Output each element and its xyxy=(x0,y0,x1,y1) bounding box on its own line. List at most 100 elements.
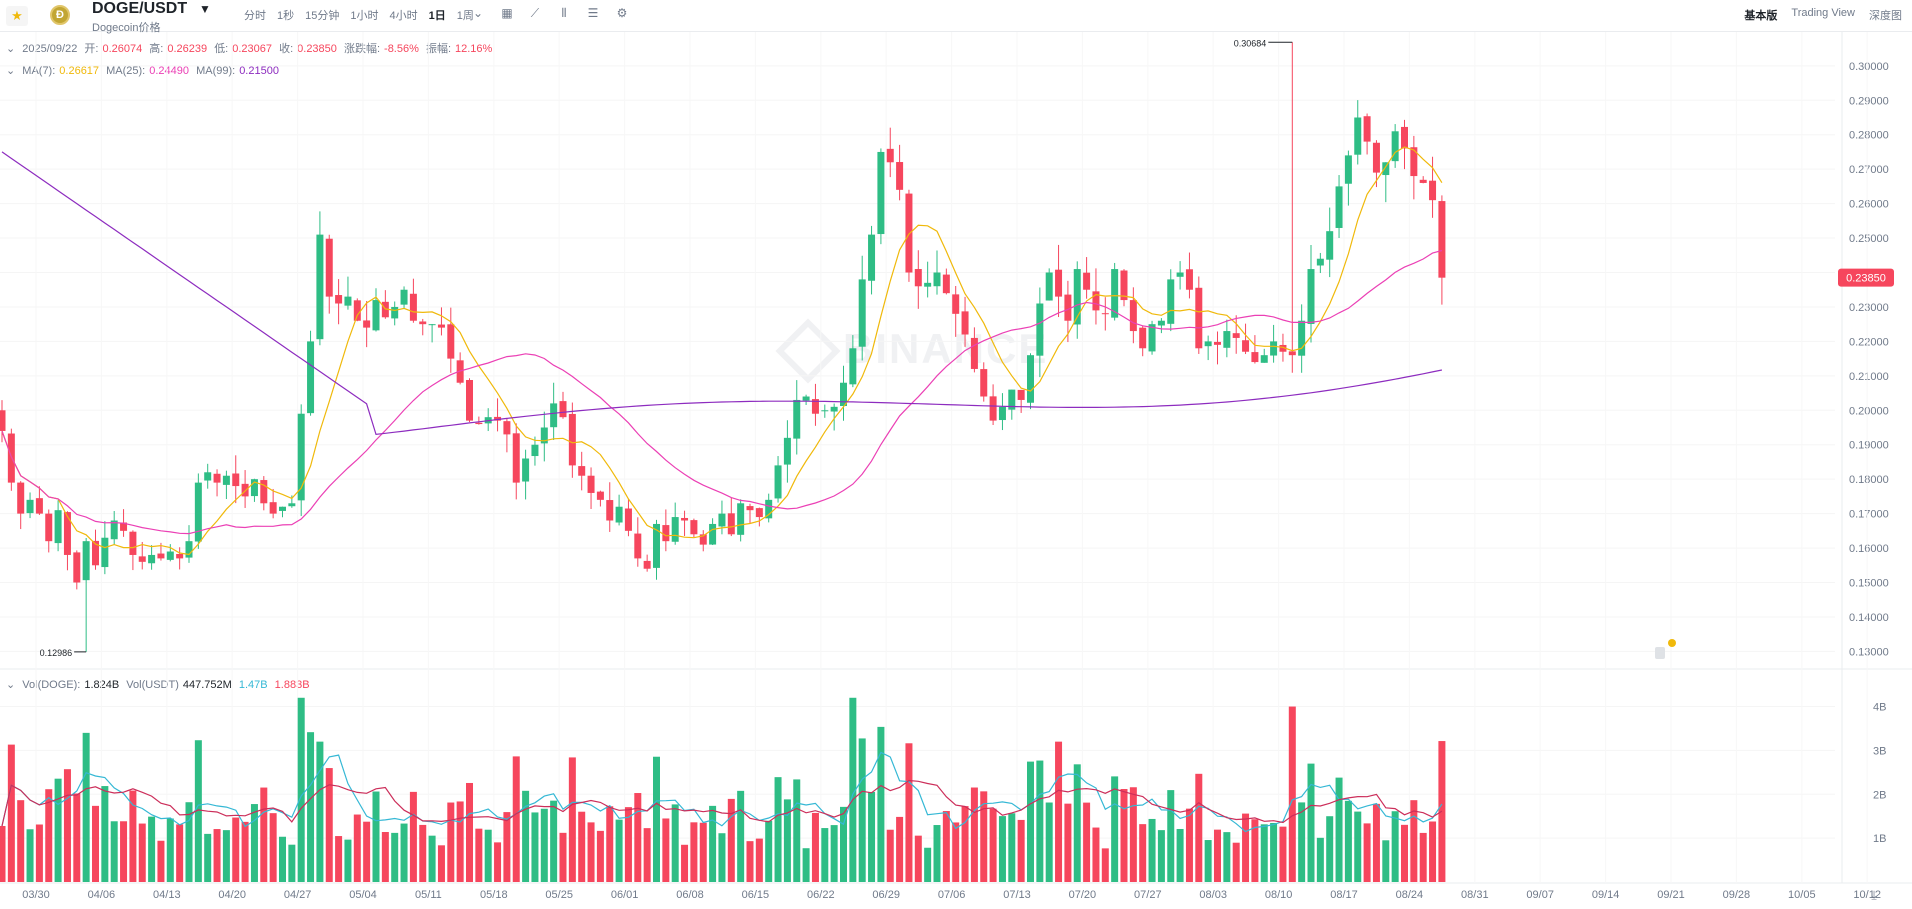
candle-body xyxy=(120,522,128,531)
ma99-label: MA(99): xyxy=(196,65,236,77)
interval-tab[interactable]: 1小时 xyxy=(350,10,379,22)
volume-bar xyxy=(699,822,707,882)
favorite-star-icon[interactable]: ★ xyxy=(6,6,28,26)
date-tick-label: 09/14 xyxy=(1592,889,1620,901)
ohlc-change: -8.56% xyxy=(384,43,419,55)
volume-ma2-line xyxy=(1,779,1443,827)
candle-body xyxy=(213,473,221,483)
volume-bar xyxy=(35,824,43,882)
volume-bar xyxy=(148,816,156,882)
candle-body xyxy=(746,506,754,511)
interval-tab[interactable]: 15分钟 xyxy=(305,10,340,22)
candle-body xyxy=(1139,327,1147,349)
candle-body xyxy=(157,553,165,559)
interval-tab-active[interactable]: 1日 xyxy=(428,10,446,22)
volume-bar xyxy=(1251,819,1259,882)
volume-bar xyxy=(1326,816,1334,882)
candle-body xyxy=(793,399,801,439)
candle-body xyxy=(998,406,1006,421)
view-depth[interactable]: 深度图 xyxy=(1869,10,1902,22)
date-tick-label: 07/06 xyxy=(938,889,966,901)
price-tick-label: 0.25000 xyxy=(1849,233,1889,245)
ohlc-low-label: 低: xyxy=(214,43,229,55)
candle-body xyxy=(1288,351,1296,356)
candle-body xyxy=(1101,313,1109,315)
collapse-chevron-icon[interactable]: ⌄ xyxy=(6,679,16,691)
volume-bar xyxy=(176,824,184,882)
volume-bar xyxy=(288,844,296,882)
volume-bar xyxy=(793,779,801,882)
volume-bar xyxy=(1242,813,1250,882)
more-intervals-chevron-icon[interactable]: ⌄ xyxy=(472,6,484,20)
volume-bar xyxy=(1223,832,1231,882)
interval-tab[interactable]: 1周 xyxy=(456,10,474,22)
candle-body xyxy=(409,293,417,321)
volume-bar xyxy=(1036,760,1044,882)
indicators-icon[interactable]: ☰ xyxy=(587,6,599,20)
volume-bar xyxy=(1083,802,1091,882)
date-tick-label: 09/21 xyxy=(1657,889,1685,901)
chart-type-icon[interactable]: ⟋ xyxy=(530,6,540,20)
volume-bar xyxy=(110,821,118,882)
ohlc-close: 0.23850 xyxy=(297,43,337,55)
candle-body xyxy=(54,510,62,544)
interval-tab[interactable]: 分时 xyxy=(244,10,266,22)
volume-tick-label: 4B xyxy=(1873,702,1886,714)
volume-bar xyxy=(17,800,25,882)
top-toolbar: ★ Ð DOGE/USDT ▼ Dogecoin价格 分时 1秒 15分钟 1小… xyxy=(0,0,1912,34)
volume-bar xyxy=(606,806,614,882)
volume-bar xyxy=(82,732,90,882)
candle-body xyxy=(709,523,717,545)
view-basic[interactable]: 基本版 xyxy=(1744,10,1778,22)
volume-bar xyxy=(1354,811,1362,882)
candle-body xyxy=(802,396,810,401)
candle-body xyxy=(1326,231,1334,260)
coin-subtitle[interactable]: Dogecoin价格 xyxy=(92,22,161,34)
interval-tab[interactable]: 1秒 xyxy=(277,10,295,22)
pair-dropdown-caret-icon[interactable]: ▼ xyxy=(199,2,211,16)
candle-body xyxy=(260,480,268,504)
volume-bar xyxy=(1129,787,1137,882)
volume-bar xyxy=(1214,829,1221,882)
calendar-icon[interactable]: ▦ xyxy=(501,6,513,20)
volume-bar xyxy=(1195,773,1203,882)
date-tick-label: 07/13 xyxy=(1003,889,1031,901)
volume-bar xyxy=(381,832,389,882)
candle-body xyxy=(110,520,118,540)
date-tick-label: 03/30 xyxy=(22,889,50,901)
candle-body xyxy=(185,541,193,558)
date-tick-label: 06/08 xyxy=(676,889,704,901)
candle-body xyxy=(1157,320,1165,326)
candle-body xyxy=(868,234,876,281)
volume-bar xyxy=(1045,802,1053,882)
collapse-chevron-icon[interactable]: ⌄ xyxy=(6,43,16,55)
candle-body xyxy=(727,513,735,535)
candle-body xyxy=(1167,279,1175,324)
candle-style-icon[interactable]: ⫴ xyxy=(561,6,567,20)
candlestick-chart[interactable]: 0.30000 0.29000 0.28000 0.27000 0.26000 0.250… xyxy=(0,32,1912,909)
candle-body xyxy=(1176,272,1184,277)
candle-body xyxy=(980,369,988,397)
ohlc-open-label: 开: xyxy=(84,43,99,55)
current-price-label: 0.23850 xyxy=(1846,273,1886,285)
interval-tab[interactable]: 4小时 xyxy=(389,10,418,22)
ma7-value: 0.26617 xyxy=(59,65,100,77)
volume-bar xyxy=(709,805,717,882)
volume-bar xyxy=(166,818,174,882)
settings-gear-icon[interactable]: ⚙ xyxy=(616,6,628,20)
date-tick-label: 08/10 xyxy=(1265,889,1293,901)
collapse-chevron-icon[interactable]: ⌄ xyxy=(6,65,16,77)
candle-body xyxy=(699,534,707,545)
candle-body xyxy=(437,324,445,328)
pair-selector[interactable]: DOGE/USDT xyxy=(92,0,188,17)
candle-body xyxy=(222,475,230,485)
volume-bar xyxy=(325,768,333,882)
candle-body xyxy=(1214,341,1221,345)
volume-tick-label: 3B xyxy=(1873,745,1886,757)
candle-body xyxy=(269,502,277,514)
volume-bar xyxy=(297,697,305,882)
volume-bar xyxy=(998,816,1006,882)
volume-bar xyxy=(1148,818,1156,882)
view-tradingview[interactable]: Trading View xyxy=(1791,7,1855,19)
volume-bar xyxy=(26,829,34,882)
